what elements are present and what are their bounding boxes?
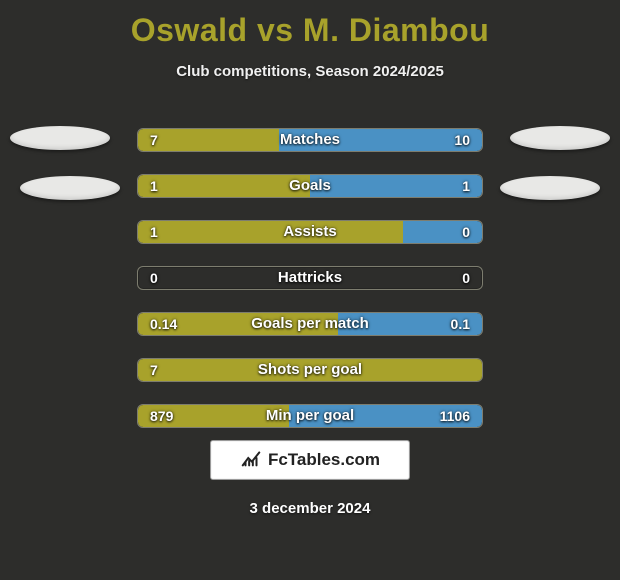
stat-row: 10Assists — [0, 212, 620, 258]
player2-name: M. Diambou — [303, 12, 489, 48]
stat-label: Min per goal — [137, 404, 483, 428]
player1-name: Oswald — [131, 12, 248, 48]
stat-label: Goals — [137, 174, 483, 198]
stat-row: 00Hattricks — [0, 258, 620, 304]
snapshot-date: 3 december 2024 — [0, 500, 620, 517]
stat-label: Goals per match — [137, 312, 483, 336]
subtitle: Club competitions, Season 2024/2025 — [0, 63, 620, 80]
stat-label: Assists — [137, 220, 483, 244]
chart-icon — [240, 447, 262, 474]
stat-row: 8791106Min per goal — [0, 396, 620, 442]
stat-row: 7Shots per goal — [0, 350, 620, 396]
stat-label: Shots per goal — [137, 358, 483, 382]
stat-row: 0.140.1Goals per match — [0, 304, 620, 350]
stat-label: Hattricks — [137, 266, 483, 290]
comparison-title: Oswald vs M. Diambou — [0, 0, 620, 49]
stat-row: 11Goals — [0, 166, 620, 212]
stat-row: 710Matches — [0, 120, 620, 166]
comparison-rows: 710Matches11Goals10Assists00Hattricks0.1… — [0, 120, 620, 442]
source-text: FcTables.com — [268, 450, 380, 470]
stat-label: Matches — [137, 128, 483, 152]
vs-label: vs — [257, 12, 294, 48]
source-badge: FcTables.com — [210, 440, 410, 480]
